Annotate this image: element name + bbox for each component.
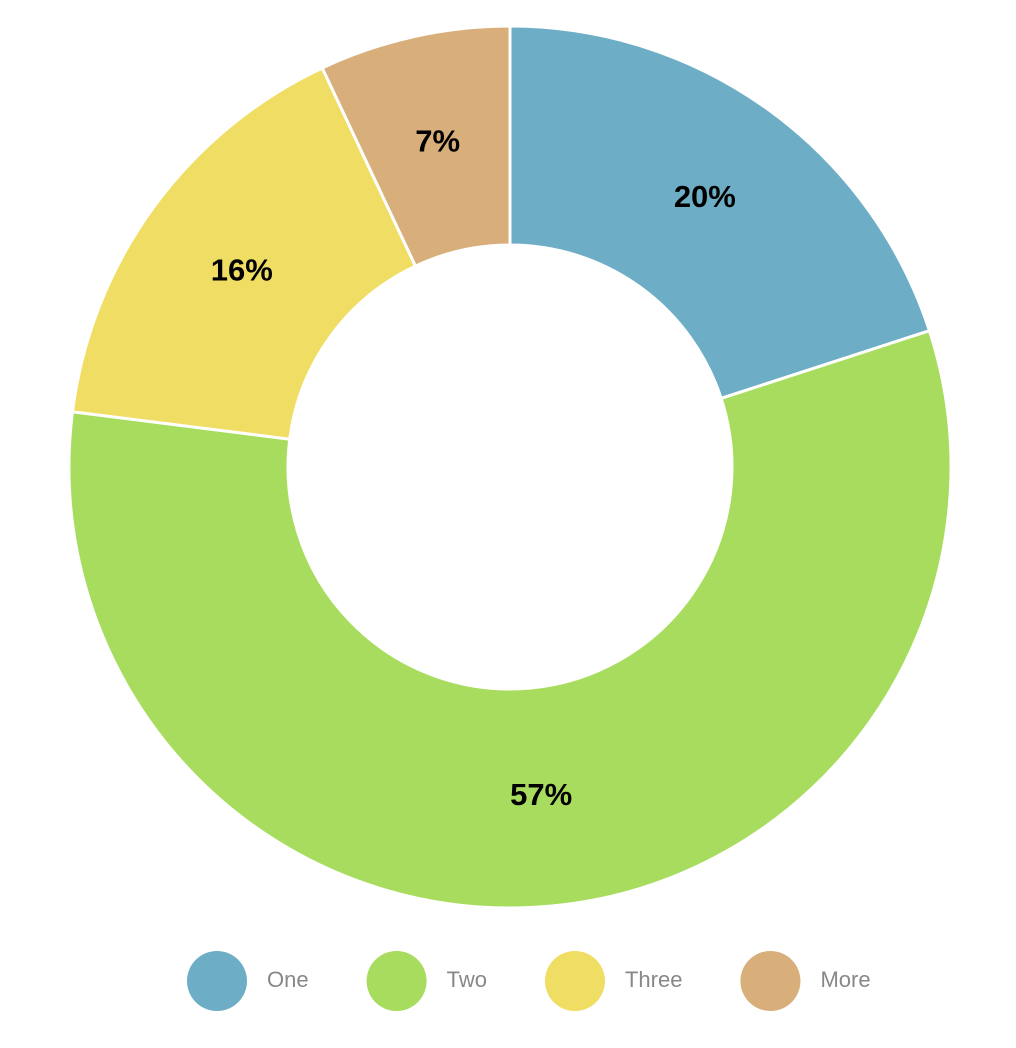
legend-swatch[interactable]: [187, 951, 247, 1011]
donut-slice: [70, 65, 418, 441]
value-label: 7%: [415, 124, 460, 159]
value-label: 16%: [211, 252, 273, 287]
legend-label[interactable]: More: [820, 967, 870, 992]
legend-swatch[interactable]: [366, 951, 427, 1011]
legend-swatch[interactable]: [740, 951, 801, 1011]
value-label: 20%: [674, 179, 736, 214]
donut-slice: [67, 328, 953, 910]
legend-swatch[interactable]: [544, 951, 605, 1011]
legend-label[interactable]: One: [267, 967, 309, 992]
legend-label[interactable]: Two: [447, 967, 487, 992]
donut-slice: [508, 24, 932, 401]
donut-slice: [320, 24, 512, 269]
value-label: 57%: [510, 777, 572, 812]
legend-label[interactable]: Three: [625, 967, 682, 992]
